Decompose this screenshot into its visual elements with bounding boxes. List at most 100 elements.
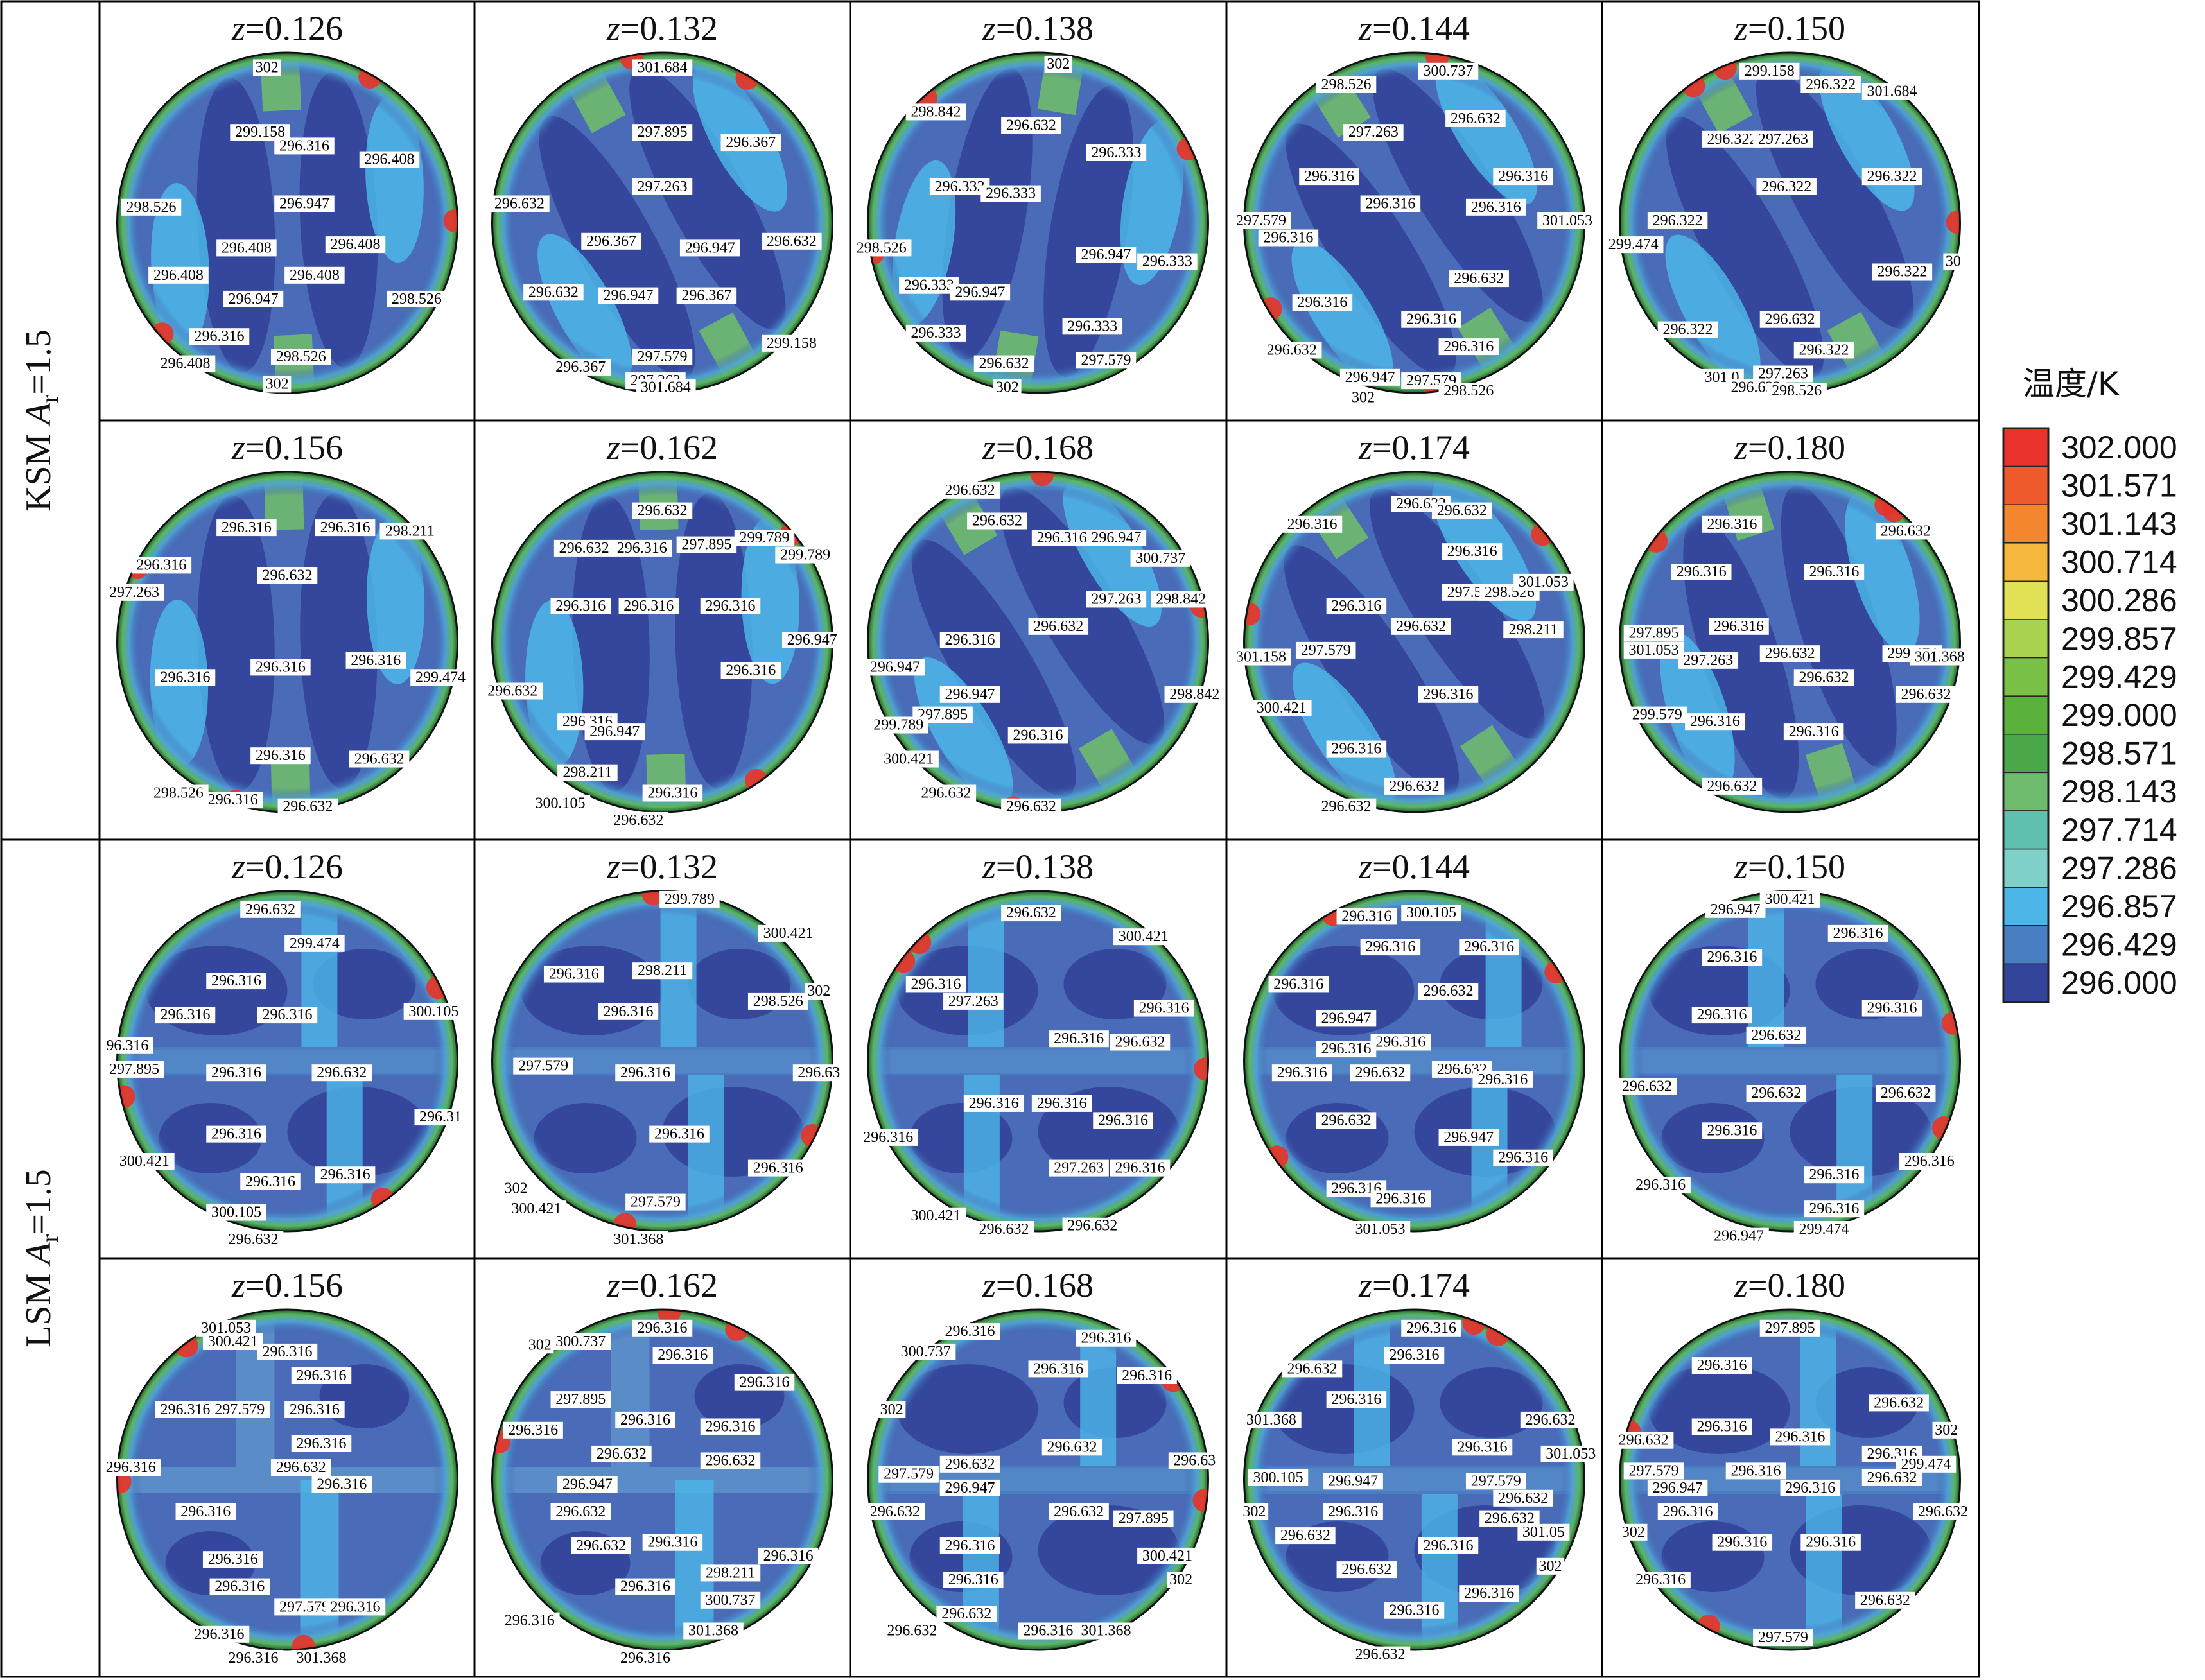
contour-label-box	[104, 584, 164, 601]
contour-label: 297.263	[1683, 652, 1733, 669]
contour-label-box	[747, 1159, 808, 1177]
contour-label: 297.895	[1765, 1320, 1815, 1337]
legend-value: 299.000	[2061, 697, 2177, 733]
panel-title: z=0.138	[982, 9, 1094, 48]
contour-label: 296.947	[685, 239, 735, 256]
contour-label: 30	[1946, 254, 1961, 270]
contour-label: 296.316	[1707, 516, 1757, 533]
contour-label: 296.316	[1867, 1000, 1917, 1017]
contour-label: 296.316	[726, 662, 776, 679]
contour-label-box	[1627, 706, 1687, 723]
contour-label-box	[1759, 890, 1820, 908]
contour-label-box	[291, 1649, 352, 1667]
contour-label-box	[632, 962, 693, 980]
contour-panel: z=0.174 296.316 296.316 296.632 296.316 296.6…	[1240, 1266, 1601, 1663]
contour-label-box	[943, 992, 1004, 1010]
contour-panel: z=0.162 296.632 296.632 296.316 297.895 299.7…	[482, 428, 842, 829]
contour-label: 297.579	[1081, 352, 1131, 368]
contour-label: 299.158	[1745, 63, 1795, 80]
contour-label-box	[615, 1649, 675, 1667]
contour-label: 296.316	[620, 1650, 670, 1667]
contour-label: 296.316	[1365, 196, 1415, 212]
legend-swatch	[2003, 542, 2049, 582]
contour-label: 300.421	[119, 1153, 170, 1170]
contour-label-box	[1804, 564, 1865, 580]
contour-label-box	[734, 1374, 795, 1391]
contour-field	[117, 1310, 458, 1650]
contour-label: 296.632	[945, 1456, 995, 1473]
contour-label: 296.316	[1690, 713, 1740, 730]
contour-label: 299.474	[1608, 236, 1659, 253]
contour-label: 297.263	[638, 178, 688, 195]
contour-field	[867, 53, 1208, 393]
contour-label-box	[1384, 1347, 1445, 1364]
contour-label: 297.579	[631, 1194, 681, 1211]
contour-label-box	[114, 1153, 175, 1170]
contour-label-box	[1360, 939, 1421, 956]
contour-label-box	[1623, 641, 1684, 659]
contour-label: 297.579	[884, 1466, 934, 1483]
contour-label-box	[1861, 1000, 1922, 1017]
contour-label: 296.632	[1067, 1218, 1117, 1234]
contour-label-box	[387, 290, 447, 307]
contour-label-box	[939, 1537, 1000, 1554]
contour-label-box	[1861, 168, 1922, 186]
contour-label-box	[345, 652, 406, 669]
contour-label-box	[315, 1166, 376, 1184]
contour-label: 296.316	[1122, 1367, 1172, 1384]
contour-label-box	[202, 1551, 263, 1568]
contour-label: 296.632	[354, 751, 405, 768]
contour-label: 296.316	[256, 659, 306, 675]
contour-label-box	[1520, 1411, 1581, 1428]
contour-label: 296.316	[1424, 686, 1474, 703]
contour-label: 301.684	[1867, 83, 1917, 100]
contour-label-box	[1401, 1319, 1461, 1337]
contour-label: 296.316	[1789, 723, 1839, 740]
contour-label-box	[284, 1401, 345, 1418]
contour-label-box	[209, 1401, 270, 1418]
contour-label-box	[206, 1125, 266, 1143]
legend-value: 300.714	[2061, 544, 2177, 580]
contour-label: 296.316	[1809, 1200, 1859, 1217]
contour-label: 296.632	[1867, 1469, 1917, 1486]
contour-label-box	[1007, 727, 1068, 744]
contour-label-box	[315, 519, 376, 537]
contour-label-box	[865, 659, 925, 676]
contour-label-box	[274, 1598, 335, 1616]
contour-label-box	[1130, 550, 1191, 567]
contour-label: 296.316	[620, 1064, 670, 1081]
contour-label: 296.947	[1091, 530, 1141, 546]
temperature-legend: 温度/K 302.000301.571301.143300.714300.286…	[2002, 365, 2177, 1003]
panel-boundary	[867, 51, 1209, 394]
contour-label: 298.526	[392, 291, 442, 307]
panel-title: z=0.132	[606, 847, 718, 886]
contour-label: 296.632	[979, 1221, 1029, 1238]
contour-label-box	[1292, 294, 1353, 311]
contour-field	[1244, 53, 1585, 393]
contour-label: 296.632	[1874, 1394, 1924, 1411]
contour-label: 296.316	[1775, 1428, 1825, 1445]
contour-label: 296.632	[1006, 799, 1056, 815]
contour-label-box	[615, 1064, 675, 1082]
contour-label: 299.474	[290, 935, 340, 952]
contour-label-box	[632, 178, 693, 195]
contour-label: 296.632	[1901, 686, 1951, 703]
contour-label-box	[1739, 62, 1800, 80]
contour-label-box	[223, 1231, 284, 1248]
contour-label: 296.316	[623, 598, 674, 614]
contour-label: 296.632	[559, 540, 609, 557]
contour-label-box	[980, 185, 1041, 202]
contour-label: 296.632	[1390, 778, 1440, 795]
contour-label-box	[1623, 625, 1684, 642]
contour-label: 298.211	[706, 1564, 755, 1581]
contour-label: 300.421	[911, 1208, 961, 1224]
contour-label: 296.316	[331, 1598, 381, 1615]
contour-label: 297.579	[1236, 212, 1286, 229]
contour-field	[1619, 891, 1960, 1231]
contour-label: 301.368	[688, 1623, 738, 1640]
contour-label: 300.105	[1406, 905, 1456, 921]
contour-label-box	[929, 178, 990, 195]
contour-panel: z=0.132 301.684 297.895 296.367 296.632 297.2…	[489, 9, 833, 396]
contour-label: 296.316	[263, 1344, 313, 1360]
